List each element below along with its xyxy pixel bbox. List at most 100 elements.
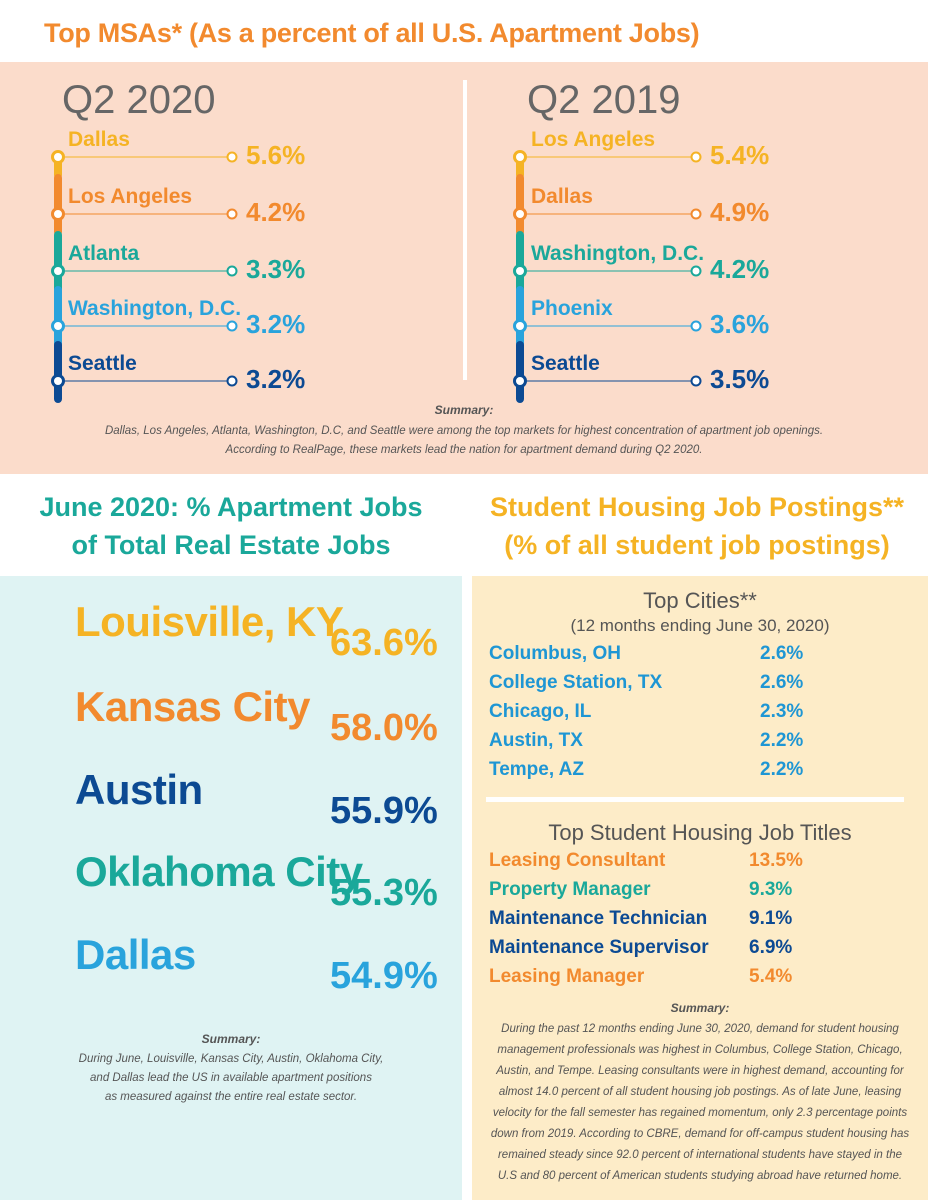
summary-1-title: Summary: [434,403,494,417]
summary-3-line: During the past 12 months ending June 30… [501,1023,899,1035]
summary-3-line: velocity for the fall semester has regai… [492,1107,908,1119]
right-panel-divider [486,797,904,802]
q2-2020-value-label: 4.2% [246,197,306,227]
job-title-name: Maintenance Technician [489,908,708,929]
top-city-name: Austin, TX [489,730,583,751]
summary-2-line-1: During June, Louisville, Kansas City, Au… [78,1053,384,1065]
summary-3-line: remained steady since 92.0 percent of in… [497,1149,903,1161]
summary-3-title: Summary: [670,1001,730,1015]
q2-2020-city-label: Los Angeles [68,185,193,208]
q2-2020-timeline-segment [54,286,62,348]
section-2-title: June 2020: % Apartment Jobs of Total Rea… [0,488,462,564]
summary-2-title: Summary: [201,1032,261,1046]
q2-2019-end-dot [690,151,702,163]
q2-2020-node [51,319,65,333]
q2-2019-city-label: Phoenix [531,297,613,320]
summary-3-line: U.S and 80 percent of American students … [497,1170,903,1182]
q2-2019-value-label: 4.2% [710,254,770,284]
q2-2019-node [513,319,527,333]
q2-2019-end-dot [690,375,702,387]
section-3-title-line-1: Student Housing Job Postings** [489,492,904,522]
q2-2020-timeline-segment [54,231,62,293]
top-city-name: Chicago, IL [489,701,592,722]
q2-2019-value-label: 3.6% [710,309,770,339]
q2-2020-value-label: 3.3% [246,254,306,284]
apartment-value-label: 58.0% [330,707,438,749]
summary-1-line-2: According to RealPage, these markets lea… [225,444,703,456]
job-title-value: 5.4% [749,966,793,987]
q2-2019-timeline-segment [516,174,524,236]
top-city-value: 2.6% [760,643,804,664]
q2-2019-value-label: 3.5% [710,364,770,394]
job-title-value: 9.3% [749,879,793,900]
summary-3-line: management professionals was highest in … [497,1044,903,1056]
summary-2-line-2: and Dallas lead the US in available apar… [90,1072,372,1084]
summary-3-line: Austin, and Tempe. Leasing consultants w… [496,1065,904,1077]
apartment-city-label: Dallas [75,931,196,978]
top-city-value: 2.2% [760,730,804,751]
section-3-title-line-2: (% of all student job postings) [504,530,890,560]
apartment-value-label: 55.3% [330,872,438,914]
job-titles-title: Top Student Housing Job Titles [548,820,852,845]
q2-2019-title: Q2 2019 [527,78,681,122]
q2-2019-timeline-segment [516,231,524,293]
job-title-value: 13.5% [749,850,803,871]
top-city-name: College Station, TX [489,672,663,693]
q2-2019-node [513,150,527,164]
q2-2020-timeline-segment [54,174,62,236]
q2-2020-end-dot [226,375,238,387]
apartment-jobs-panel [0,576,462,1200]
q2-2020-end-dot [226,151,238,163]
q2-2020-title: Q2 2020 [62,78,216,122]
apartment-value-label: 55.9% [330,790,438,832]
q2-2020-value-label: 5.6% [246,140,306,170]
q2-2019-node [513,207,527,221]
q2-2019-timeline-segment [516,286,524,348]
job-title-name: Property Manager [489,879,651,900]
q2-2019-node [513,374,527,388]
top-cities-title: Top Cities** [643,588,757,613]
q2-2020-node [51,264,65,278]
summary-3-line: almost 14.0 percent of all student housi… [498,1086,902,1098]
q2-2019-city-label: Dallas [531,185,593,208]
q2-2020-node [51,150,65,164]
section-2-title-line-1: June 2020: % Apartment Jobs [39,492,423,522]
top-city-value: 2.6% [760,672,804,693]
q2-2020-end-dot [226,265,238,277]
job-title-value: 9.1% [749,908,793,929]
q2-2020-city-label: Dallas [68,128,130,151]
q2-2019-end-dot [690,208,702,220]
q2-2019-city-label: Seattle [531,352,600,375]
q2-2019-node [513,264,527,278]
summary-1-line-1: Dallas, Los Angeles, Atlanta, Washington… [104,425,824,437]
top-cities-subtitle: (12 months ending June 30, 2020) [570,616,830,635]
panel-divider [463,80,467,380]
apartment-value-label: 63.6% [330,622,438,664]
top-city-name: Columbus, OH [489,643,621,664]
section-3-title: Student Housing Job Postings** (% of all… [466,488,928,564]
top-city-value: 2.2% [760,759,804,780]
q2-2020-value-label: 3.2% [246,309,306,339]
q2-2019-end-dot [690,265,702,277]
q2-2019-value-label: 4.9% [710,197,770,227]
apartment-city-label: Oklahoma City [75,848,363,895]
student-housing-panel [472,576,928,1200]
q2-2020-node [51,207,65,221]
job-title-value: 6.9% [749,937,793,958]
page-title: Top MSAs* (As a percent of all U.S. Apar… [44,18,700,48]
q2-2020-city-label: Seattle [68,352,137,375]
summary-3-line: down from 2019. According to CBRE, deman… [490,1128,910,1140]
q2-2019-city-label: Washington, D.C. [531,242,705,265]
section-2-title-line-2: of Total Real Estate Jobs [71,530,391,560]
q2-2020-end-dot [226,320,238,332]
apartment-value-label: 54.9% [330,955,438,997]
q2-2019-city-label: Los Angeles [531,128,656,151]
job-title-name: Leasing Manager [489,966,645,987]
apartment-city-label: Louisville, KY [75,598,344,645]
apartment-city-label: Kansas City [75,683,310,730]
q2-2020-value-label: 3.2% [246,364,306,394]
apartment-city-label: Austin [75,766,203,813]
job-title-name: Maintenance Supervisor [489,937,709,958]
job-title-name: Leasing Consultant [489,850,666,871]
q2-2020-node [51,374,65,388]
